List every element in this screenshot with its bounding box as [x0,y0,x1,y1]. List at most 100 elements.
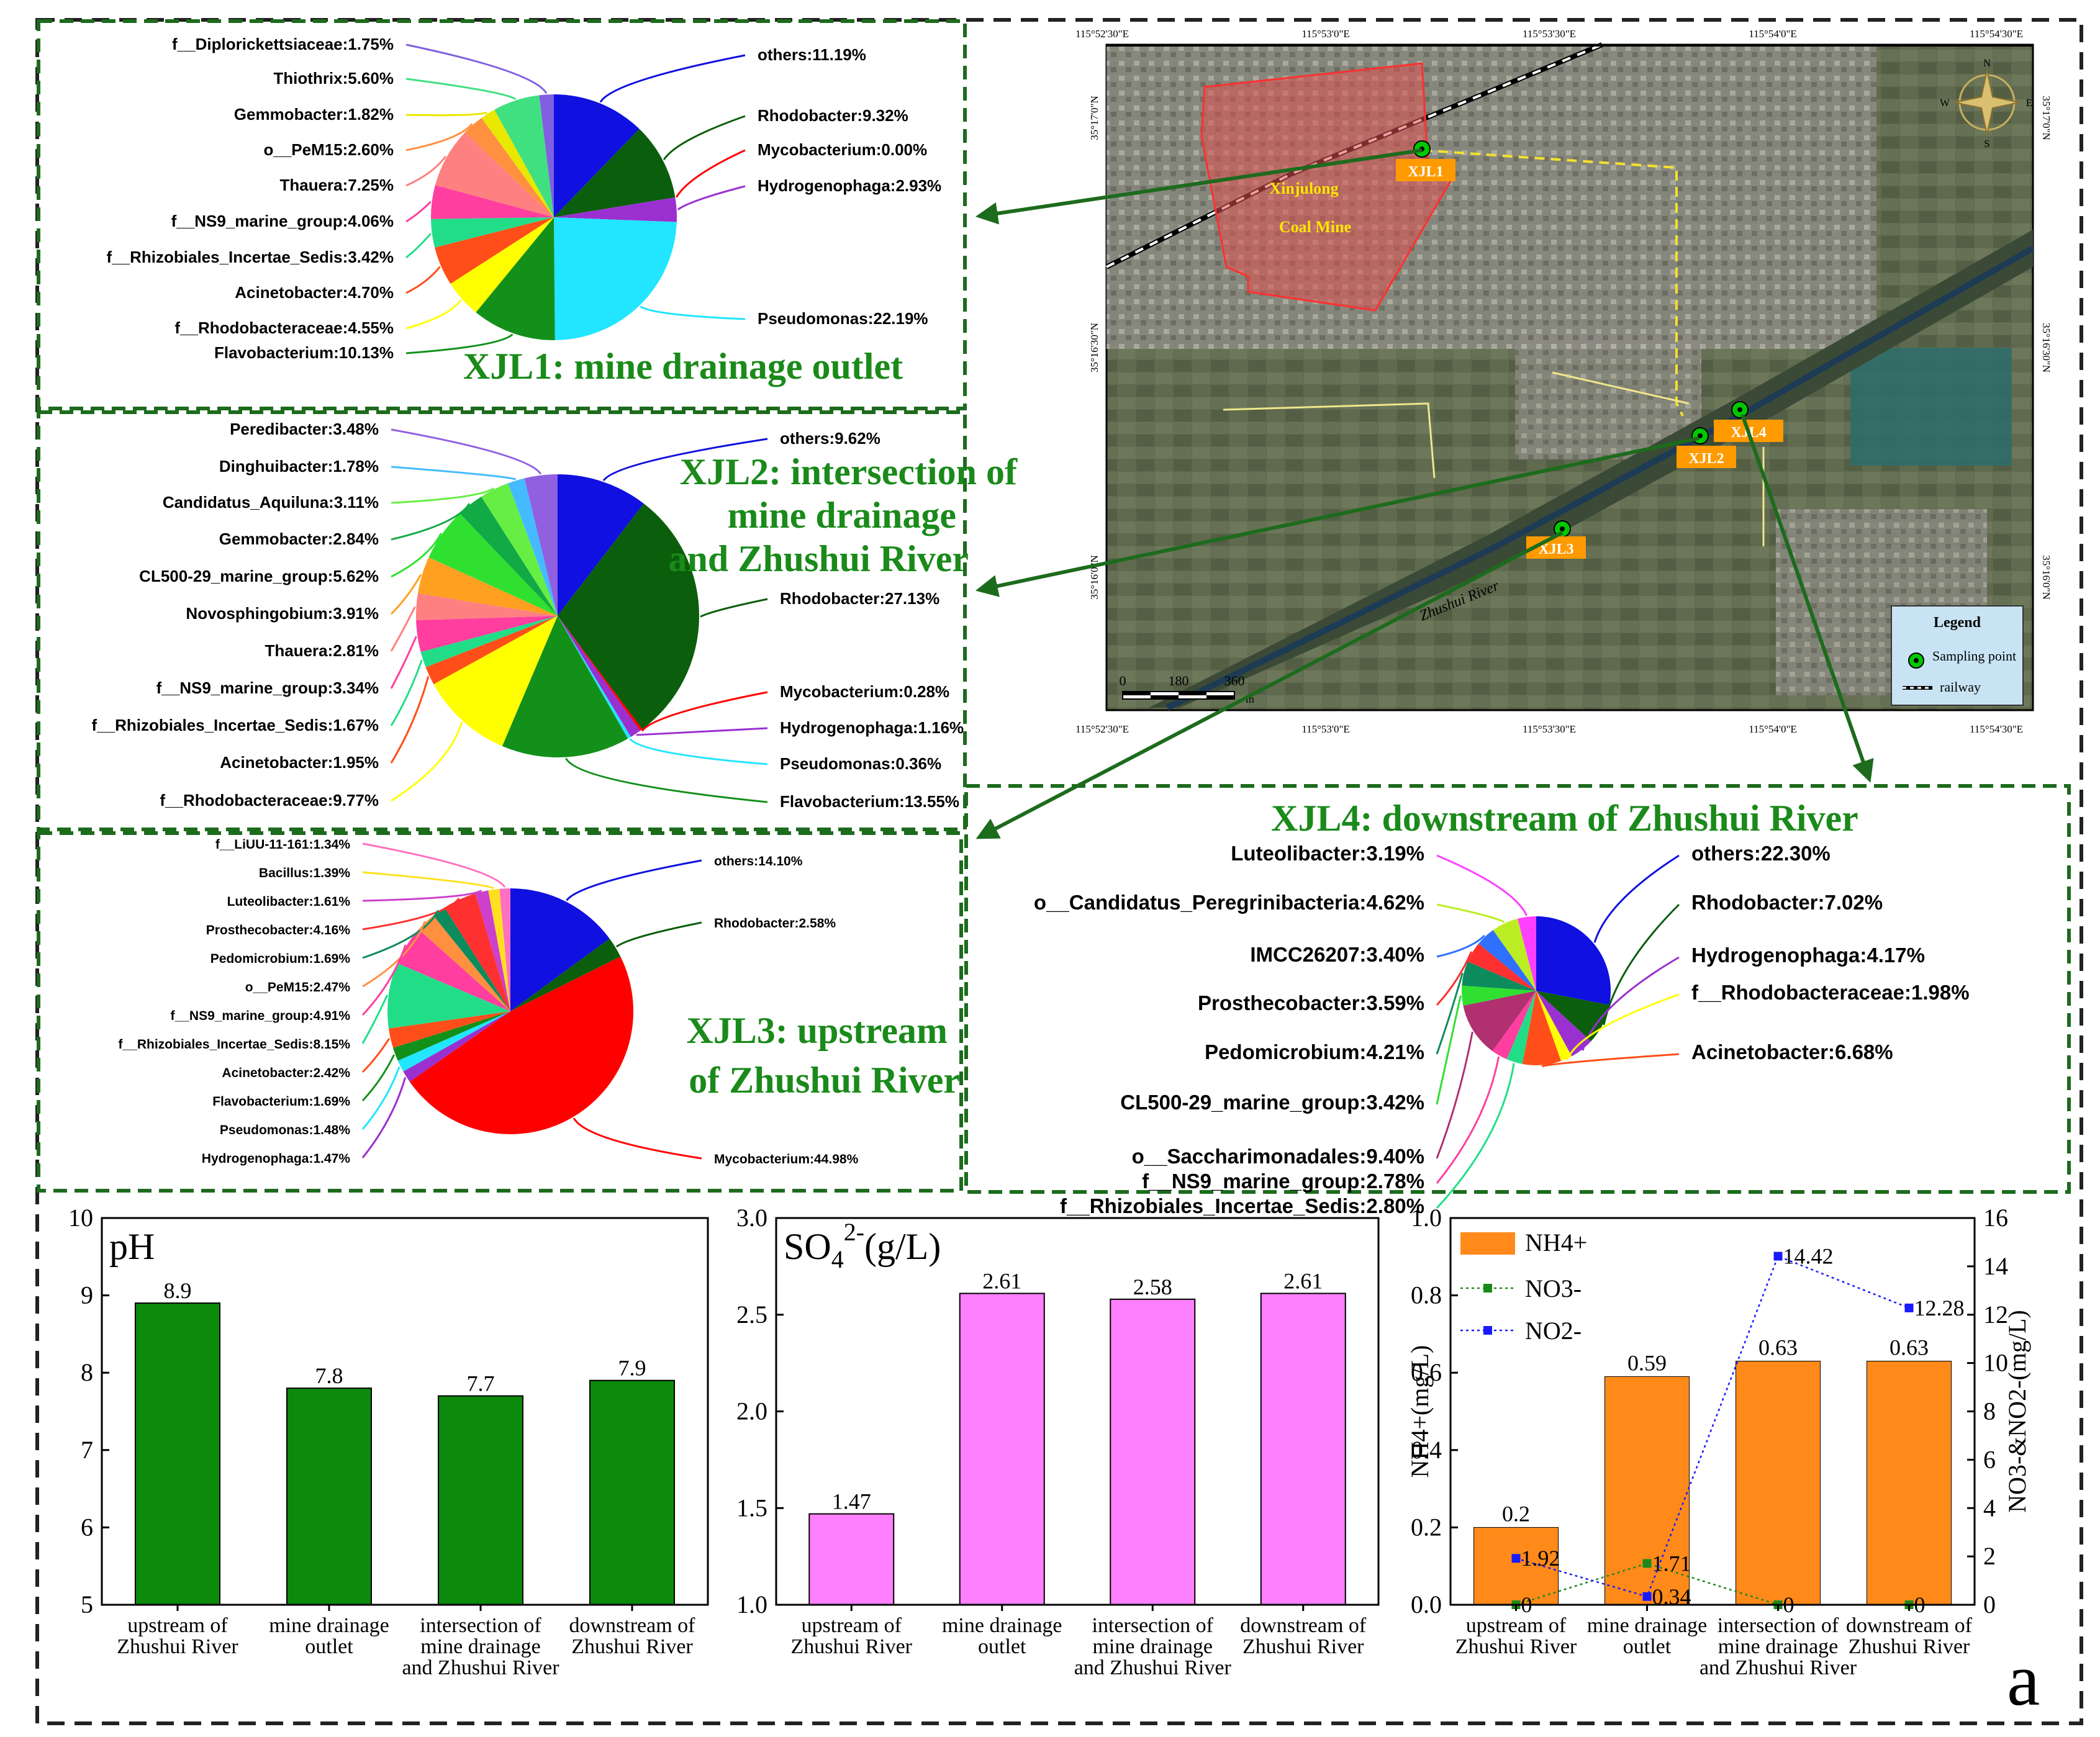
y-tick-label: 0 [1983,1590,1996,1618]
y-tick-label: 14 [1983,1252,2008,1280]
pie-slice [1536,916,1611,1005]
pie-leader-line [391,721,463,802]
pie-slice [435,132,554,217]
pie-leader-line [362,890,482,902]
pie-slice-label: f__Rhizobiales_Incertae_Sedis:3.42% [107,248,394,266]
pie-slice [510,938,621,1011]
pie-leader-line [405,123,473,151]
x-category-label: intersection of mine drainage and Zhushui … [1074,1614,1232,1679]
no2-marker [1904,1303,1914,1312]
pie-slice [558,474,644,616]
map-tick-bar-top [1107,45,2033,47]
pie-title-xjl2-line1: XJL2: intersection of [680,451,1018,492]
pie-slice-label: Mycobacterium:0.00% [758,140,927,159]
svg-text:0: 0 [1120,673,1126,688]
no3-marker [1642,1559,1652,1568]
pie-leader-line [602,438,768,482]
pie-slice-label: Pedomicrobium:1.69% [210,952,351,966]
pie-leader-line [629,738,768,765]
pie-slice-label: f__Rhodobacteraceae:9.77% [160,791,379,810]
x-category-label: upstream of Zhushui River [117,1614,238,1658]
pie-leader-line [1436,995,1462,1105]
bar-value-label: 1.47 [832,1489,871,1514]
pie-slice-label: Rhodobacter:2.58% [714,916,836,931]
y-axis-title-right: NO3-&NO2-(mg/L) [2003,1310,2031,1513]
pie-leader-line [1436,1056,1500,1184]
y-tick-label: 7 [81,1436,93,1464]
pie-slice-label: f__Rhodobacteraceae:1.98% [1691,981,1970,1004]
map-left-tick: 35°17'0"N [1088,96,1100,140]
pie-slice-label: others:9.62% [780,429,880,448]
no3-line [1516,1563,1909,1606]
bar-value-label: 0.63 [1890,1335,1929,1360]
pie-slice [425,616,558,685]
pie-slice [1478,930,1536,991]
pie-slice [1467,944,1536,991]
pie-leader-line [1541,1053,1680,1068]
pie-slice [1536,991,1591,1057]
legend-label: NH4+ [1525,1229,1587,1257]
pie-slice [416,593,558,621]
pie-leader-line [405,78,517,100]
pie-slice-label: Hydrogenophaga:4.17% [1691,944,1925,967]
y-tick-label: 1.0 [1411,1204,1442,1232]
pie-slice [403,1011,510,1082]
pie-leader-line [566,859,702,901]
x-category-label: downstream of Zhushui River [1240,1614,1367,1658]
pie-leader-line [362,921,426,988]
y-tick-label: 0.0 [1411,1590,1442,1618]
pie-slice [502,616,628,757]
legend-swatch-nh4 [1460,1232,1515,1255]
pie-slice [459,496,558,616]
pie-leader-line [1436,1031,1473,1159]
pie-chart-xjl3: others:14.10% Rhodobacter:2.58% Mycobacter… [118,837,858,1166]
pie-slice [558,616,643,731]
pie-slice-label: Thauera:7.25% [279,176,394,194]
pie-slice-label: Flavobacterium:10.13% [214,343,394,362]
pie-slice-label: Novosphingobium:3.91% [186,604,379,623]
pie-leader-line [391,533,442,578]
y-tick-label: 10 [1983,1349,2008,1377]
pie-leader-line [1436,903,1505,923]
no2-value-label: 12.28 [1914,1296,1965,1320]
pie-leader-line [405,333,514,354]
pie-leader-line [361,995,389,1044]
pie-title-xjl4: XJL4: downstream of Zhushui River [1271,798,1858,839]
x-category-label: intersection of mine drainage and Zhushui … [402,1614,559,1679]
pie-slice [450,217,554,313]
bar-value-label: 0.63 [1758,1335,1798,1360]
svg-text:S: S [1984,138,1989,150]
x-category-label: downstream of Zhushui River [569,1614,695,1658]
pie-slice-label: f__Rhizobiales_Incertae_Sedis:2.80% [1060,1194,1424,1217]
y-tick-label: 2.0 [736,1397,767,1425]
pie-slice-label: Mycobacterium:0.28% [780,682,949,701]
pie-slice-label: Acinetobacter:6.68% [1691,1040,1893,1063]
pie-slice [409,956,634,1135]
pie-slice [508,478,558,616]
map-top-tick: 115°53'0"E [1301,28,1350,40]
pie-leader-line [1436,854,1528,916]
pie-slice [558,616,631,739]
bar [959,1293,1045,1606]
sampling-point-xjl1: XJL1 [1396,140,1455,181]
map-top-tick: 115°54'30"E [1970,28,2023,40]
pie-leader-line [405,155,447,187]
pie-slice-label: f__NS9_marine_group:3.34% [156,679,379,697]
pie-leader-line [573,1117,702,1160]
pie-leader-line [361,1038,391,1073]
no2-marker [1511,1554,1521,1563]
bar [1110,1298,1196,1606]
map-right-tick: 35°16'30"N [2040,323,2052,372]
pie-leader-line [391,428,542,475]
pie-slice-label: o__PeM15:2.60% [263,140,394,159]
pie-slice-label: Rhodobacter:27.13% [780,589,939,608]
railway-dash [1106,43,1603,268]
plot-frame [101,1217,709,1606]
pie-slice-label: f__NS9_marine_group:4.06% [171,212,394,230]
bar-nh4 [1867,1361,1952,1605]
pie-leader-line [599,54,746,103]
pie-slice-label: Acinetobacter:2.42% [222,1066,350,1080]
y-tick-label: 8 [81,1358,93,1386]
pie-slice-label: f__Rhizobiales_Incertae_Sedis:1.67% [92,716,379,734]
pie-slice-label: Mycobacterium:44.98% [714,1152,859,1166]
